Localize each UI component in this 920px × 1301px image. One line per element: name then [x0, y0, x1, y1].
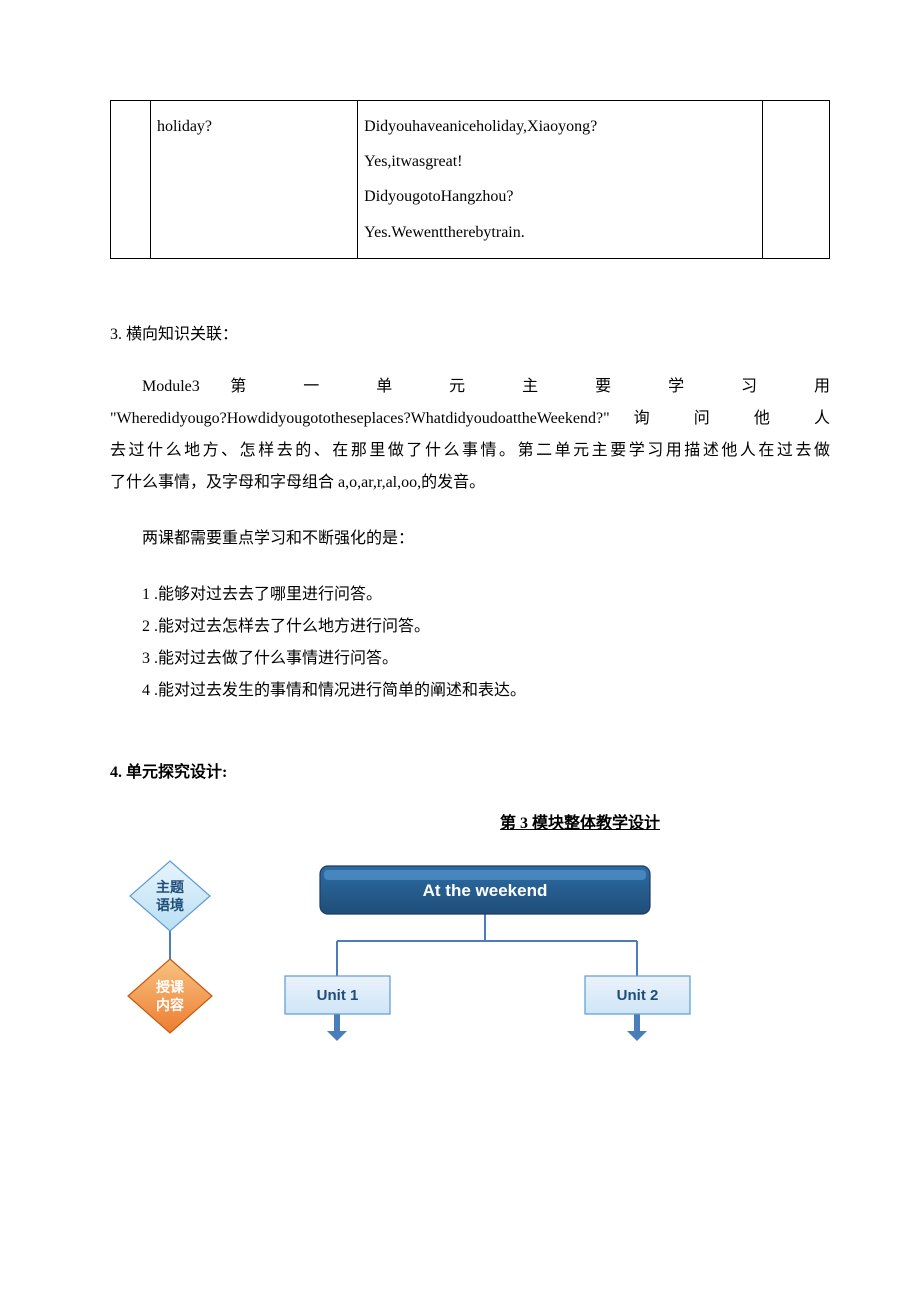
line4: 了什么事情，及字母和字母组合 a,o,ar,r,al,oo,的发音。 — [110, 467, 830, 499]
svg-text:Unit 2: Unit 2 — [617, 987, 659, 1004]
diagram-svg: 主题语境授课内容 At the weekend Unit 1 Unit 2 — [110, 841, 830, 1051]
cell-c-line: Didyouhaveaniceholiday,Xiaoyong? — [364, 109, 756, 144]
list-item: 3 .能对过去做了什么事情进行问答。 — [110, 643, 830, 675]
w: Module3 — [142, 378, 200, 395]
table-fragment: holiday? Didyouhaveaniceholiday,Xiaoyong… — [110, 100, 830, 259]
section3-heading: 3. 横向知识关联： — [110, 319, 830, 351]
cell-c-line: DidyougotoHangzhou? — [364, 179, 756, 214]
cell-c-line: Yes,itwasgreat! — [364, 144, 756, 179]
diagram: 第 3 模块整体教学设计 主题语境授课内容 At the weekend Unit … — [110, 809, 830, 1051]
w: 学 — [668, 378, 710, 395]
line2: "Wheredidyougo?Howdidyougototheseplaces?… — [110, 403, 830, 435]
cell-d — [763, 101, 830, 259]
section3-list: 1 .能够对过去去了哪里进行问答。 2 .能对过去怎样去了什么地方进行问答。 3… — [110, 579, 830, 707]
list-item: 4 .能对过去发生的事情和情况进行简单的阐述和表达。 — [110, 675, 830, 707]
svg-text:授课: 授课 — [156, 979, 185, 995]
svg-text:At the weekend: At the weekend — [423, 881, 548, 900]
section4-heading: 4. 单元探究设计: — [110, 757, 830, 789]
section3-paragraph: Module3 第 一 单 元 主 要 学 习 用 "Wheredidyougo… — [110, 371, 830, 499]
list-item: 2 .能对过去怎样去了什么地方进行问答。 — [110, 611, 830, 643]
cell-c: Didyouhaveaniceholiday,Xiaoyong? Yes,itw… — [358, 101, 763, 259]
svg-text:Unit 1: Unit 1 — [317, 987, 359, 1004]
w: 第 — [230, 378, 272, 395]
cell-c-line: Yes.Wewenttherebytrain. — [364, 215, 756, 250]
svg-text:内容: 内容 — [156, 997, 184, 1013]
svg-text:语境: 语境 — [156, 897, 184, 913]
svg-text:主题: 主题 — [156, 879, 185, 895]
w: 元 — [449, 378, 491, 395]
diagram-title: 第 3 模块整体教学设计 — [330, 809, 830, 833]
w: 习 — [741, 378, 783, 395]
table-row: holiday? Didyouhaveaniceholiday,Xiaoyong… — [111, 101, 830, 259]
line3: 去过什么地方、怎样去的、在那里做了什么事情。第二单元主要学习用描述他人在过去做 — [110, 435, 830, 467]
w: 一 — [303, 378, 345, 395]
w: 要 — [595, 378, 637, 395]
cell-a — [111, 101, 151, 259]
w: 用 — [814, 378, 830, 395]
w: 单 — [376, 378, 418, 395]
list-item: 1 .能够对过去去了哪里进行问答。 — [110, 579, 830, 611]
w: 主 — [522, 378, 564, 395]
section3-subintro: 两课都需要重点学习和不断强化的是： — [110, 523, 830, 555]
cell-b: holiday? — [150, 101, 357, 259]
